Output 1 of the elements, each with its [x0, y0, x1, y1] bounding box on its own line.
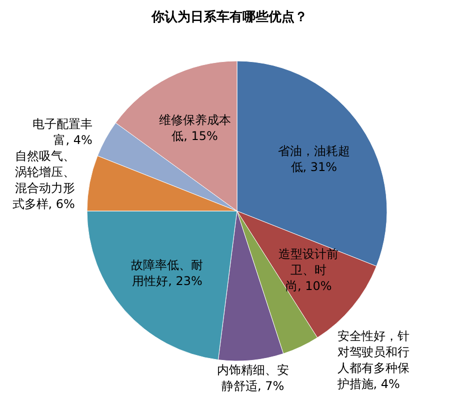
chart-title: 你认为日系车有哪些优点？	[150, 8, 308, 26]
